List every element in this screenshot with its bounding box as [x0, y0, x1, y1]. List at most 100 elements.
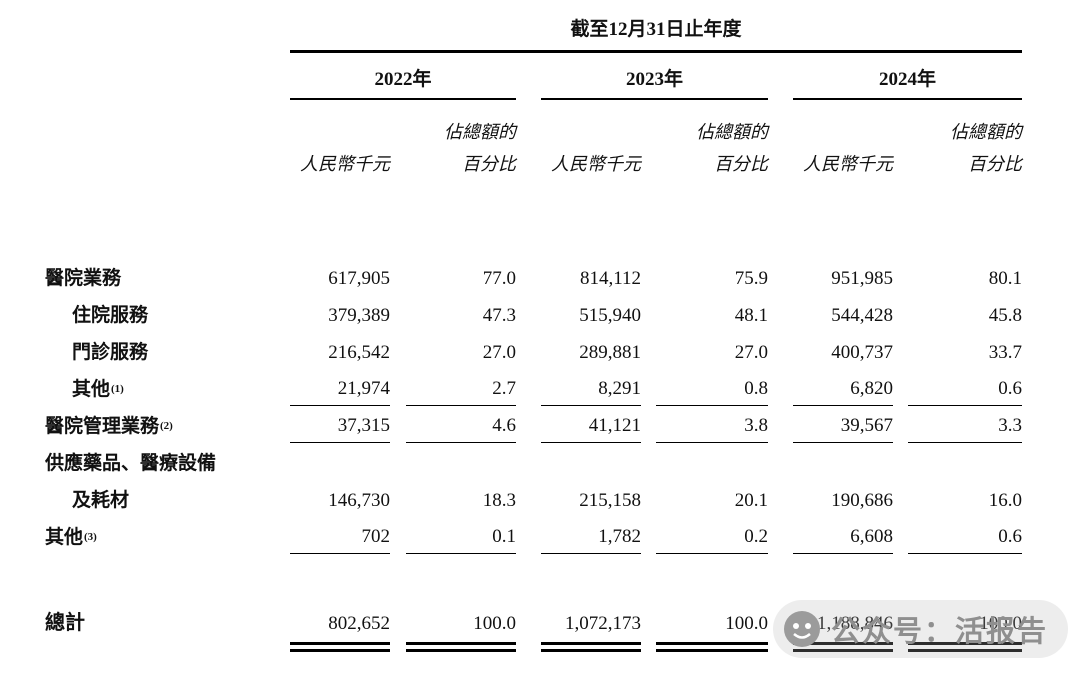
year-2022: 2022年 [290, 64, 516, 100]
pct-header-line1: 佔總額的 [950, 122, 1022, 142]
double-rule [541, 642, 641, 652]
amount-2023: 8,291 [541, 369, 641, 406]
pct-2024: 45.8 [988, 305, 1022, 326]
footnote-sup: (1) [111, 383, 124, 395]
watermark: 公众号：活报告 [772, 600, 1068, 658]
total-pct-2022: 100.0 [406, 613, 516, 652]
row-label: 醫院管理業務 (2) [45, 416, 173, 437]
amount-2024: 39,567 [793, 406, 893, 443]
table-row-total: 總計 802,652 100.0 1,072,173 100.0 1,188,8… [45, 606, 1080, 652]
header-spacer [45, 14, 290, 53]
year-header-row: 2022年 2023年 2024年 [45, 64, 1080, 100]
header-spacer [45, 64, 290, 100]
pct-2023: 3.8 [656, 406, 768, 443]
amount-2023: 1,782 [541, 517, 641, 554]
row-label: 門診服務 [72, 342, 149, 363]
amount-2022: 379,389 [328, 305, 390, 326]
table-row-supply-line2: 及耗材 146,730 18.3 215,158 20.1 190,686 16… [45, 480, 1080, 517]
pct-2024: 16.0 [988, 490, 1022, 511]
amount-2023: 814,112 [579, 268, 641, 289]
amount-2022: 617,905 [328, 268, 390, 289]
total-label: 總計 [45, 612, 85, 634]
pct-header-line2: 百分比 [462, 154, 516, 174]
subheader-row-2: 人民幣千元 百分比 人民幣千元 百分比 人民幣千元 百分比 [45, 148, 1080, 180]
pct-2024: 80.1 [988, 268, 1022, 289]
row-label: 住院服務 [72, 305, 149, 326]
period-title: 截至12月31日止年度 [290, 14, 1022, 53]
pct-header-line1: 佔總額的 [444, 122, 516, 142]
footnote-sup: (2) [160, 420, 173, 432]
table-row-hospital-business: 醫院業務 617,905 77.0 814,112 75.9 951,985 8… [45, 258, 1080, 295]
table-row-inpatient: 住院服務 379,389 47.3 515,940 48.1 544,428 4… [45, 295, 1080, 332]
double-rule [793, 642, 893, 652]
double-rule [406, 642, 516, 652]
pct-2023: 48.1 [734, 305, 768, 326]
table-row-others-3: 其他 (3) 702 0.1 1,782 0.2 6,608 0.6 [45, 517, 1080, 554]
subheader-row-1: 佔總額的 佔總額的 佔總額的 [45, 118, 1080, 148]
amount-2022: 37,315 [290, 406, 390, 443]
amount-2022: 216,542 [328, 342, 390, 363]
wechat-icon [783, 610, 821, 648]
double-rule [290, 642, 390, 652]
subheader-empty [290, 118, 390, 148]
pct-2023: 75.9 [734, 268, 768, 289]
amount-2023: 515,940 [579, 305, 641, 326]
double-rule [656, 642, 768, 652]
table-row-hospital-management: 醫院管理業務 (2) 37,315 4.6 41,121 3.8 39,567 3… [45, 406, 1080, 443]
amount-2022: 146,730 [328, 490, 390, 511]
amount-unit-header: 人民幣千元 [300, 154, 390, 174]
pct-header-line2: 百分比 [968, 154, 1022, 174]
table-row-supply-line1: 供應藥品、醫療設備 [45, 443, 1080, 480]
header-spacer [45, 118, 290, 148]
amount-2023: 41,121 [541, 406, 641, 443]
pct-2023: 0.8 [656, 369, 768, 406]
amount-2024: 400,737 [831, 342, 893, 363]
table-row-others-1: 其他 (1) 21,974 2.7 8,291 0.8 6,820 0.6 [45, 369, 1080, 406]
total-pct-2024: 100.0 [908, 613, 1022, 652]
pct-2024: 0.6 [908, 517, 1022, 554]
amount-unit-header: 人民幣千元 [551, 154, 641, 174]
pct-2022: 77.0 [482, 268, 516, 289]
pct-2023: 20.1 [734, 490, 768, 511]
amount-2024: 6,608 [793, 517, 893, 554]
subheader-empty [793, 118, 893, 148]
pct-2022: 47.3 [482, 305, 516, 326]
header-spacer [45, 148, 290, 180]
total-pct-2023: 100.0 [656, 613, 768, 652]
year-2024: 2024年 [793, 64, 1022, 100]
amount-2024: 190,686 [831, 490, 893, 511]
pct-2022: 0.1 [406, 517, 516, 554]
pct-2023: 27.0 [734, 342, 768, 363]
amount-2024: 951,985 [831, 268, 893, 289]
amount-2024: 6,820 [793, 369, 893, 406]
amount-2023: 215,158 [579, 490, 641, 511]
footnote-sup: (3) [84, 531, 97, 543]
pct-2022: 18.3 [482, 490, 516, 511]
table-row-outpatient: 門診服務 216,542 27.0 289,881 27.0 400,737 3… [45, 332, 1080, 369]
double-rule [908, 642, 1022, 652]
pct-header-line2: 百分比 [714, 154, 768, 174]
amount-2022: 702 [290, 517, 390, 554]
pct-2022: 27.0 [482, 342, 516, 363]
total-amount-2024: 1,188,846 [793, 613, 893, 652]
watermark-text: 公众号：活报告 [830, 616, 1048, 648]
amount-unit-header: 人民幣千元 [803, 154, 893, 174]
pct-2022: 4.6 [406, 406, 516, 443]
row-label: 醫院業務 [45, 268, 122, 289]
pct-2023: 0.2 [656, 517, 768, 554]
pct-header-line1: 佔總額的 [696, 122, 768, 142]
pct-2024: 3.3 [908, 406, 1022, 443]
pct-2022: 2.7 [406, 369, 516, 406]
row-label: 及耗材 [72, 490, 130, 511]
pct-2024: 33.7 [988, 342, 1022, 363]
pct-2024: 0.6 [908, 369, 1022, 406]
amount-2024: 544,428 [831, 305, 893, 326]
row-label: 其他 (1) [72, 379, 124, 400]
year-2023: 2023年 [541, 64, 768, 100]
amount-2023: 289,881 [579, 342, 641, 363]
amount-2022: 21,974 [290, 369, 390, 406]
subheader-empty [541, 118, 641, 148]
table-header: 截至12月31日止年度 [45, 14, 1080, 53]
total-amount-2022: 802,652 [290, 613, 390, 652]
